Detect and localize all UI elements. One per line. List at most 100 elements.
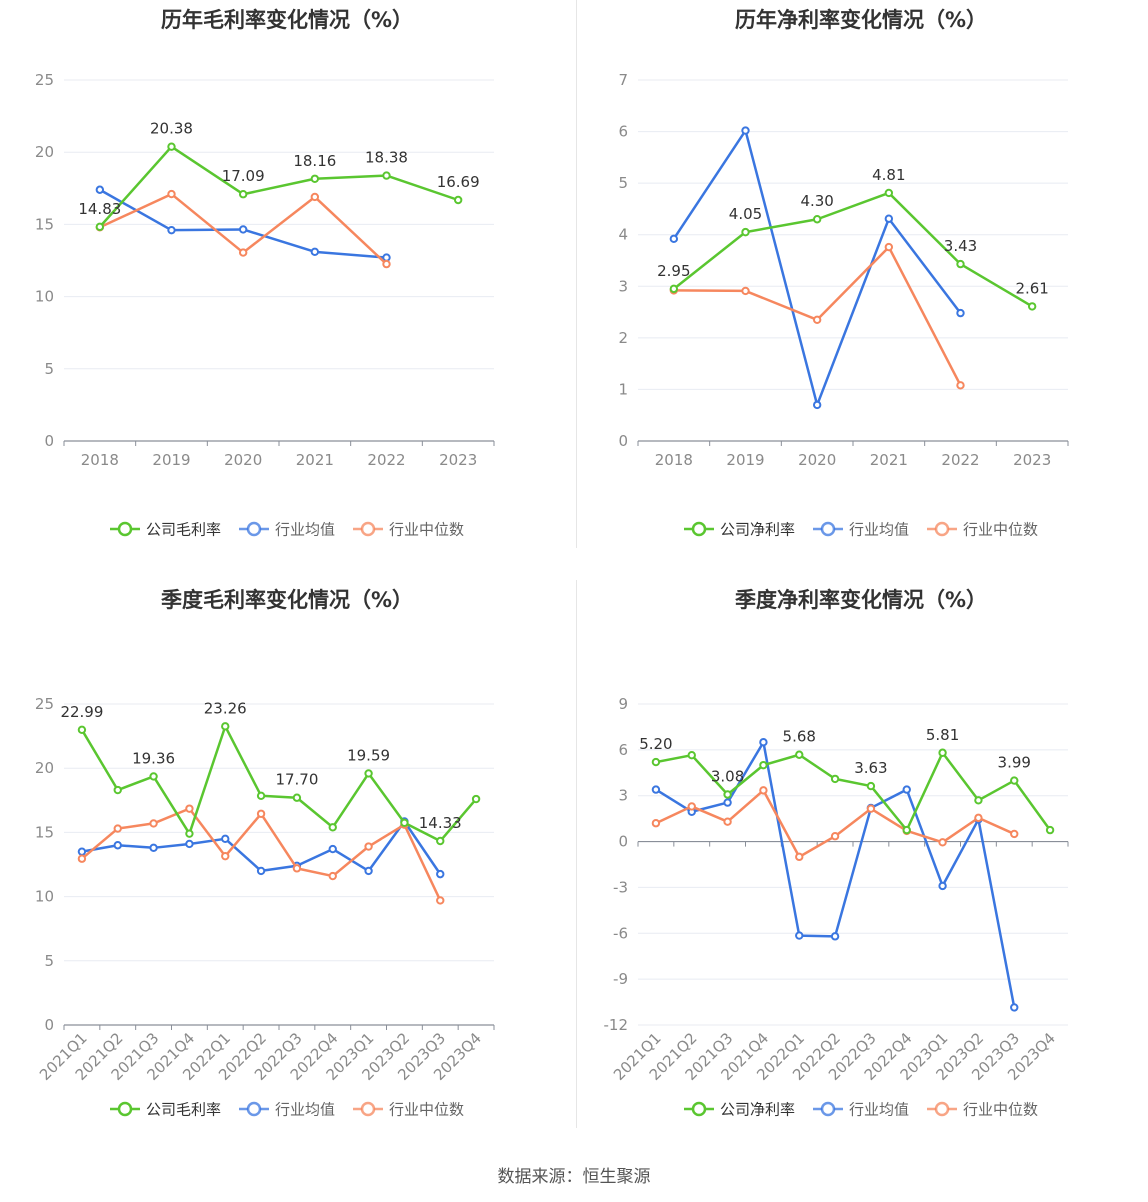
legend-marker	[820, 1101, 836, 1117]
data-label: 19.36	[132, 749, 175, 767]
legend: 公司毛利率 行业均值 行业中位数	[110, 1101, 464, 1119]
y-tick-label: 6	[618, 123, 628, 141]
series-company: 5.20 3.08 5.68 3.63 5.81 3.99	[639, 726, 1055, 835]
chart-title: 历年净利率变化情况（%）	[734, 8, 988, 32]
legend-item-company: 公司毛利率	[110, 521, 221, 539]
data-label: 17.70	[275, 771, 318, 789]
data-point	[113, 824, 122, 833]
quarterly-net-margin-chart: -12-9-6-303692021Q12021Q22021Q32021Q4202…	[604, 695, 1069, 1119]
legend-label: 行业中位数	[963, 521, 1038, 539]
y-tick-label: 15	[35, 215, 54, 233]
legend-item-company: 公司净利率	[684, 1101, 795, 1119]
data-label: 20.38	[150, 120, 193, 138]
legend-label: 行业中位数	[963, 1101, 1038, 1119]
y-tick-label: 3	[618, 787, 628, 805]
data-point	[113, 785, 122, 795]
data-point	[795, 750, 804, 759]
y-tick-label: 7	[618, 71, 628, 89]
data-point	[167, 225, 176, 235]
data-point	[238, 225, 248, 234]
data-point	[400, 818, 409, 827]
data-point	[471, 794, 481, 804]
y-tick-label: 1	[618, 380, 628, 398]
x-tick-label: 2018	[655, 451, 693, 469]
data-label: 23.26	[204, 699, 247, 717]
series-median	[651, 786, 1019, 862]
data-point	[77, 725, 87, 735]
data-label: 16.69	[437, 173, 480, 191]
data-label: 2.95	[657, 262, 690, 280]
legend-label: 行业均值	[275, 1101, 335, 1119]
legend-marker	[360, 521, 376, 537]
data-point	[185, 829, 194, 838]
x-tick-label: 2019	[152, 451, 190, 469]
y-tick-label: 5	[44, 360, 54, 378]
y-tick-label: -12	[604, 1016, 629, 1034]
grid: 0 5 10 15 20 25	[35, 695, 494, 1034]
data-point	[328, 823, 337, 832]
y-tick-label: -6	[613, 924, 628, 942]
data-point	[113, 841, 122, 850]
y-tick-label: 25	[35, 71, 54, 89]
data-label: 4.05	[729, 205, 762, 223]
data-label: 14.83	[78, 200, 121, 218]
x-tick-label: 2021	[296, 451, 334, 469]
data-point	[1010, 1003, 1019, 1012]
legend-item-median: 行业中位数	[353, 1101, 464, 1119]
legend-marker	[934, 521, 950, 537]
data-point	[812, 315, 822, 325]
legend-label: 公司毛利率	[146, 1101, 221, 1119]
data-point	[974, 813, 983, 823]
series-line	[655, 751, 1052, 832]
x-tick-label: 2022	[367, 451, 405, 469]
data-point	[884, 214, 894, 223]
legend-label: 行业中位数	[389, 1101, 464, 1119]
data-point	[956, 259, 965, 269]
data-point	[77, 847, 87, 856]
legend-marker	[691, 521, 707, 537]
y-tick-label: 10	[35, 888, 54, 906]
data-point	[1010, 829, 1019, 839]
data-point	[256, 791, 266, 801]
data-point	[238, 248, 248, 257]
y-tick-label: 0	[618, 833, 628, 851]
data-point	[436, 896, 445, 905]
data-label: 18.38	[365, 149, 408, 167]
y-tick-label: 0	[44, 1016, 54, 1034]
y-tick-label: 6	[618, 741, 628, 759]
data-label: 2.61	[1015, 279, 1048, 297]
series-company: 2.95 4.05 4.30 4.81 3.43 2.61	[657, 166, 1049, 311]
data-source: 数据来源：恒生聚源	[497, 1167, 651, 1187]
data-point	[185, 804, 194, 813]
data-point	[364, 769, 373, 778]
data-point	[687, 751, 696, 760]
annual-gross-margin-panel: 历年毛利率变化情况（%） 0 5 10 15 20 25 2018 2019 2020 2021 2…	[0, 0, 574, 580]
chart-title: 季度净利率变化情况（%）	[734, 588, 988, 612]
legend-label: 公司净利率	[720, 521, 795, 539]
chart-title: 历年毛利率变化情况（%）	[160, 8, 414, 32]
series-line	[655, 789, 1015, 859]
legend-marker	[246, 521, 262, 537]
data-label: 4.81	[872, 166, 905, 184]
y-tick-label: 0	[618, 432, 628, 450]
x-tick-label: 2023	[439, 451, 477, 469]
y-tick-label: 10	[35, 288, 54, 306]
x-tick-label: 2022	[941, 451, 979, 469]
data-point	[902, 825, 911, 835]
data-point	[741, 227, 750, 237]
data-label: 19.59	[347, 746, 390, 764]
data-point	[292, 864, 302, 873]
y-tick-label: 4	[618, 226, 628, 244]
data-point	[95, 185, 105, 194]
quarterly-net-margin-panel: 季度净利率变化情况（%） -12 -9 -6 -3 0 3 6 9 2021Q1 2021Q2 20…	[574, 580, 1148, 1160]
legend-label: 公司净利率	[720, 1101, 795, 1119]
data-point	[651, 757, 661, 767]
y-tick-label: -3	[613, 878, 628, 896]
data-point	[149, 772, 158, 781]
legend-item-median: 行业中位数	[927, 521, 1038, 539]
data-point	[221, 834, 230, 844]
data-label: 3.43	[944, 237, 977, 255]
y-tick-label: 15	[35, 823, 54, 841]
annual-net-margin-panel: 历年净利率变化情况（%） 0 1 2 3 4 5 6 7 2018 2019 2020 2021 202…	[574, 0, 1148, 580]
data-label: 14.33	[419, 814, 462, 832]
